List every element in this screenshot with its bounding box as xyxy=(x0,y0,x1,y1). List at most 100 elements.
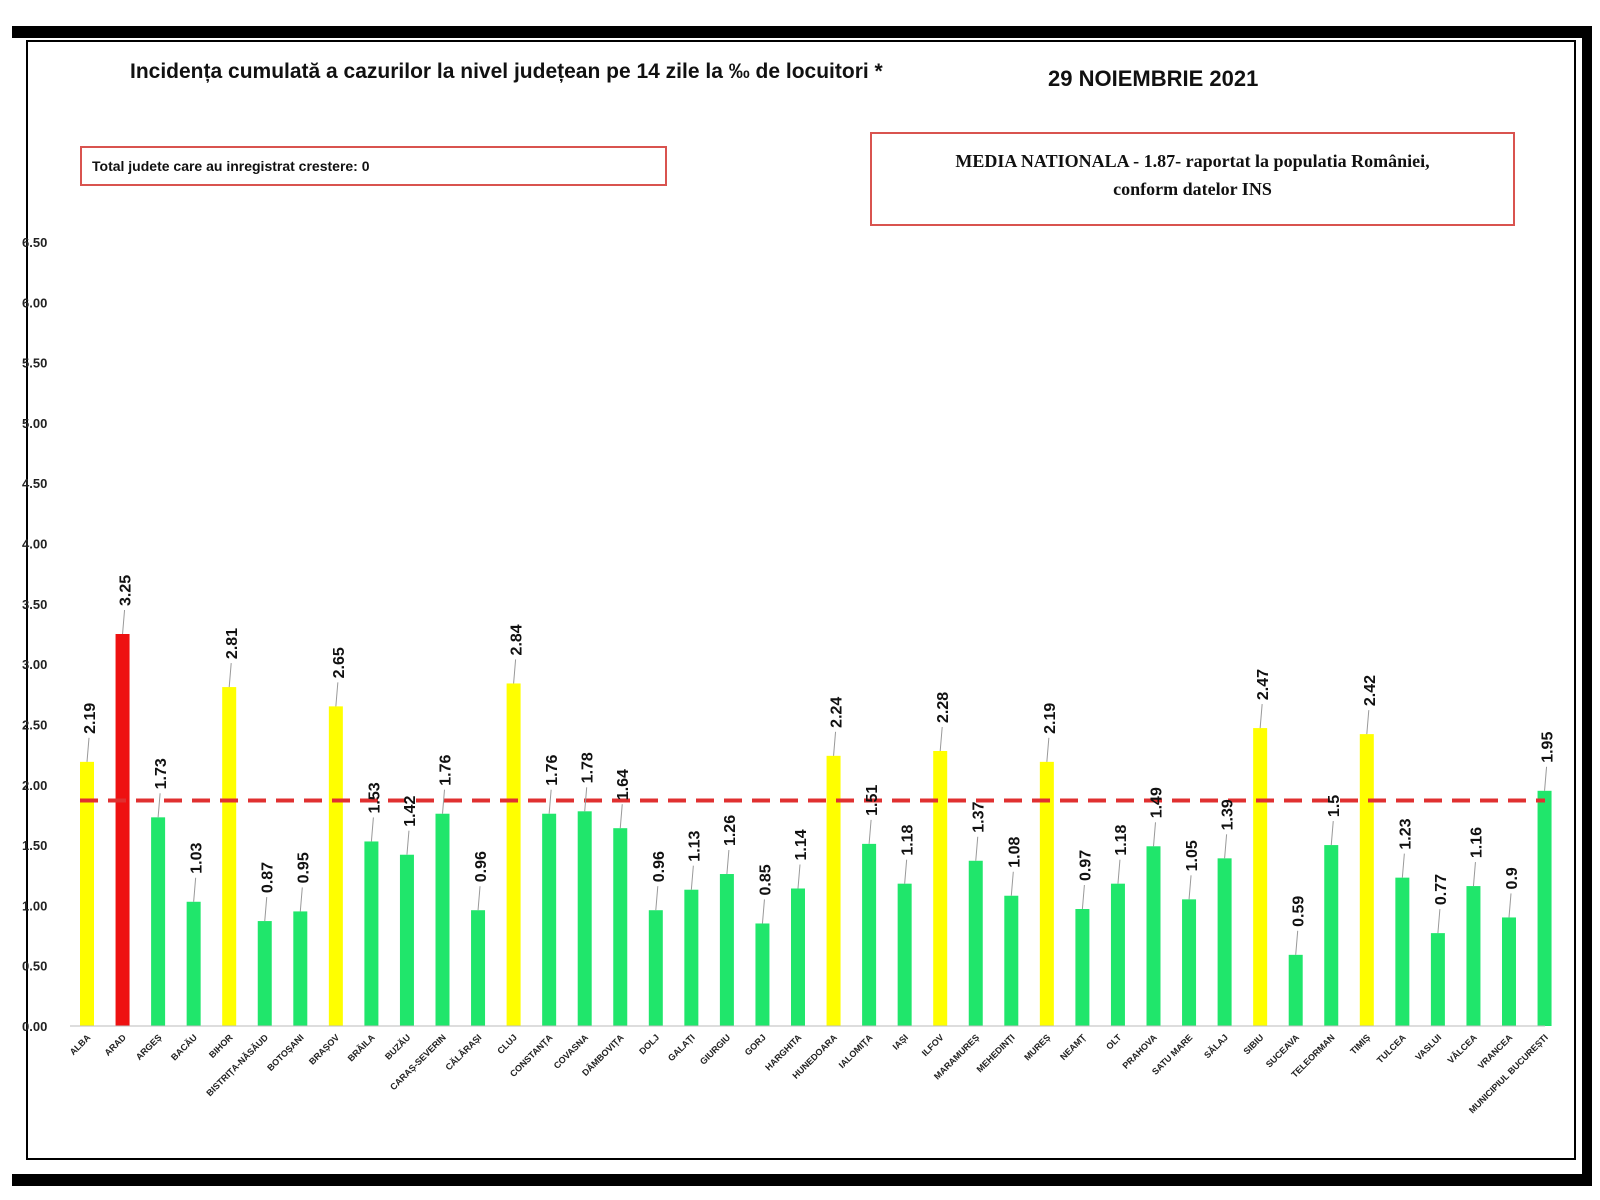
category-label: NEAMȚ xyxy=(1058,1032,1088,1062)
leader-line xyxy=(370,817,374,842)
value-label: 0.87 xyxy=(260,862,277,893)
bar xyxy=(1182,899,1197,1026)
value-label: 1.5 xyxy=(1326,795,1343,817)
leader-line xyxy=(1295,930,1299,955)
category-label: OLT xyxy=(1104,1032,1124,1052)
leader-line xyxy=(1046,737,1050,762)
category-label: MEHEDINȚI xyxy=(975,1032,1017,1074)
value-label: 2.24 xyxy=(829,697,846,728)
total-increase-box: Total judete care au inregistrat crester… xyxy=(80,146,667,186)
category-label: CLUJ xyxy=(495,1032,519,1056)
y-tick-label: 4.50 xyxy=(22,476,47,491)
category-label: TULCEA xyxy=(1375,1032,1408,1065)
value-label: 1.37 xyxy=(971,802,988,833)
value-label: 1.03 xyxy=(189,843,206,874)
leader-line xyxy=(1366,710,1370,735)
leader-line xyxy=(690,865,694,890)
bar xyxy=(293,911,308,1026)
category-label: BISTRIȚA-NĂSĂUD xyxy=(204,1032,270,1098)
bar xyxy=(1288,954,1303,1026)
leader-line xyxy=(1330,821,1334,846)
category-label: GALAȚI xyxy=(666,1032,697,1063)
bar xyxy=(613,828,628,1026)
value-label: 1.78 xyxy=(580,752,597,783)
bar xyxy=(364,841,379,1026)
leader-line xyxy=(335,682,339,707)
bar xyxy=(1146,846,1161,1026)
report-date: 29 NOIEMBRIE 2021 xyxy=(1048,66,1259,91)
bar xyxy=(648,910,663,1026)
leader-line xyxy=(1544,766,1548,791)
bar xyxy=(1004,895,1019,1026)
category-label: BRĂILA xyxy=(346,1032,377,1063)
leader-line xyxy=(1081,884,1085,910)
category-label: BUZĂU xyxy=(383,1032,412,1061)
leader-line xyxy=(904,859,908,884)
leader-line xyxy=(1508,893,1512,918)
bar xyxy=(1359,734,1374,1026)
category-label: DOLJ xyxy=(637,1032,661,1056)
value-label: 2.42 xyxy=(1362,675,1379,706)
bar xyxy=(1075,909,1090,1026)
leader-line xyxy=(1153,822,1156,847)
value-label: 1.95 xyxy=(1540,732,1557,763)
category-label: GIURGIU xyxy=(698,1032,732,1066)
leader-line xyxy=(797,864,801,889)
category-label: IALOMIȚA xyxy=(837,1032,875,1070)
leader-line xyxy=(619,804,623,829)
x-axis: ALBA ARAD ARGEȘ BACĂU BIHORBISTRIȚA-NĂSĂUDBO… xyxy=(68,1025,1550,1115)
value-label: 1.08 xyxy=(1006,836,1023,867)
category-label: VÂLCEA xyxy=(1445,1031,1479,1065)
leader-line xyxy=(86,737,90,762)
category-label: SUCEAVA xyxy=(1264,1032,1302,1070)
bar xyxy=(506,683,521,1026)
y-tick-label: 5.00 xyxy=(22,416,47,431)
national-average-box: MEDIA NATIONALA - 1.87- raportat la popu… xyxy=(870,132,1515,226)
y-tick-label: 4.00 xyxy=(22,537,47,552)
bar xyxy=(684,889,699,1026)
category-label: TIMIȘ xyxy=(1348,1032,1372,1056)
bar xyxy=(186,901,201,1026)
category-label: MUREȘ xyxy=(1022,1032,1052,1062)
value-label: 1.76 xyxy=(544,754,561,785)
bar xyxy=(577,811,592,1026)
leader-line xyxy=(1401,853,1405,878)
value-label: 1.13 xyxy=(686,830,703,861)
y-tick-label: 5.50 xyxy=(22,356,47,371)
bar xyxy=(1110,883,1125,1026)
value-label: 2.19 xyxy=(1042,703,1059,734)
bar xyxy=(1324,845,1339,1026)
leader-line xyxy=(1259,704,1263,729)
value-label: 1.26 xyxy=(722,815,739,846)
chart-title: Incidența cumulată a cazurilor la nivel … xyxy=(130,60,883,83)
bar xyxy=(151,817,166,1026)
y-tick-label: 3.00 xyxy=(22,657,47,672)
value-label: 1.23 xyxy=(1397,818,1414,849)
bar xyxy=(1537,790,1552,1026)
outer-frame xyxy=(12,26,1592,1186)
leader-line xyxy=(548,789,552,814)
leader-line xyxy=(726,849,730,875)
bar xyxy=(1466,886,1481,1026)
value-label: 1.39 xyxy=(1220,799,1237,830)
leader-line xyxy=(1117,859,1121,884)
leader-line xyxy=(193,877,197,902)
bar xyxy=(435,813,450,1026)
category-label: ARAD xyxy=(103,1032,129,1058)
value-label: 1.18 xyxy=(900,824,917,855)
value-label: 1.05 xyxy=(1184,840,1201,871)
category-label: IAȘI xyxy=(891,1032,910,1051)
category-label: VASLUI xyxy=(1413,1032,1443,1062)
bar xyxy=(115,634,130,1026)
y-tick-label: 0.50 xyxy=(22,959,47,974)
value-label: 0.9 xyxy=(1504,867,1521,889)
category-label: BOTOȘANI xyxy=(265,1032,306,1073)
bar xyxy=(1430,933,1445,1026)
value-label: 1.64 xyxy=(615,769,632,800)
value-labels: 2.19 3.25 1.73 1.03 2.81 0.87 0.95 2.65 1.53 1.42… xyxy=(82,575,1557,955)
leader-line xyxy=(157,793,161,818)
category-label: SIBIU xyxy=(1242,1032,1266,1056)
bar xyxy=(826,755,841,1026)
category-label: ARGEȘ xyxy=(134,1032,164,1062)
